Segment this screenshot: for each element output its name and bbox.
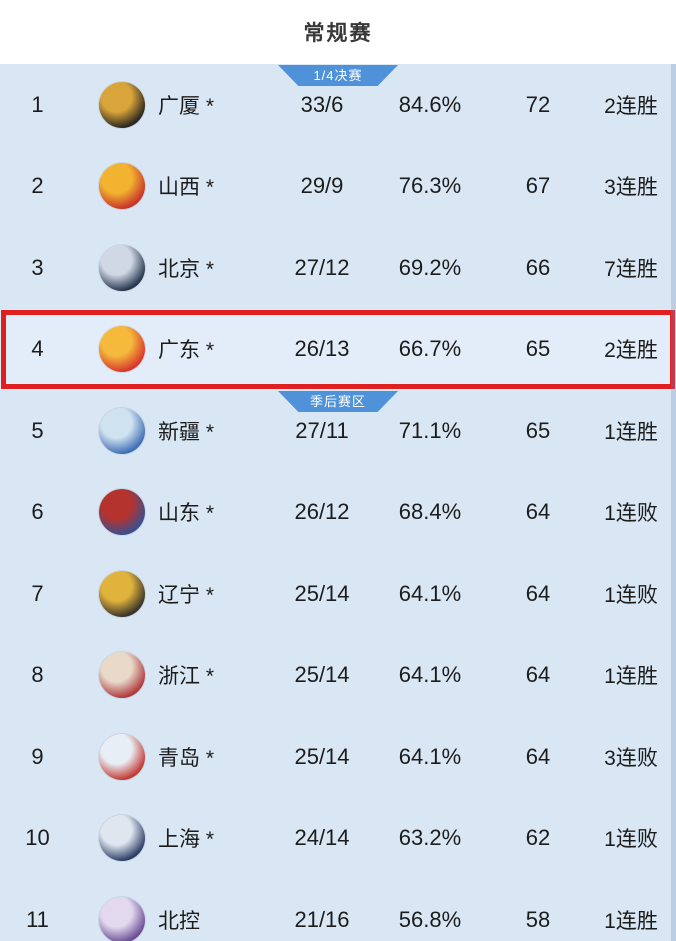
rank-cell: 3	[31, 254, 44, 280]
team-name: 浙江 *	[158, 665, 215, 689]
table-row[interactable]: 3 北京 * 27/12 69.2% 66 7连胜	[0, 227, 676, 309]
table-row[interactable]: 8 浙江 * 25/14 64.1% 64 1连胜	[0, 635, 676, 717]
win-loss-record: 27/11	[295, 417, 349, 443]
team-name: 辽宁 *	[158, 583, 215, 607]
team-name: 山西 *	[158, 176, 215, 200]
team-name: 上海 *	[158, 828, 215, 852]
table-row[interactable]: 9 青岛 * 25/14 64.1% 64 3连败	[0, 716, 676, 798]
streak-badge: 3连败	[604, 746, 658, 770]
guangsha-lions-logo	[99, 81, 145, 128]
table-row[interactable]: 11 北控 21/16 56.8% 58 1连胜	[0, 879, 676, 941]
points: 72	[525, 91, 551, 117]
page-title: 常规赛	[303, 22, 373, 45]
team-name: 青岛 *	[158, 746, 215, 770]
win-loss-record: 21/16	[294, 906, 350, 932]
points: 67	[525, 173, 551, 199]
win-percentage: 64.1%	[398, 743, 462, 769]
win-loss-record: 25/14	[294, 743, 350, 769]
win-percentage: 56.8%	[398, 906, 462, 932]
beijing-ducks-logo	[99, 244, 145, 291]
streak-badge: 2连胜	[604, 94, 658, 118]
win-loss-record: 29/9	[300, 173, 344, 199]
streak-badge: 1连败	[604, 502, 658, 526]
team-name: 新疆 *	[158, 420, 215, 444]
win-loss-record: 27/12	[294, 254, 350, 280]
team-name: 山东 *	[158, 502, 215, 526]
rank-cell: 7	[31, 580, 44, 606]
win-percentage: 71.1%	[398, 417, 462, 443]
win-loss-record: 26/13	[294, 336, 350, 362]
win-percentage: 66.7%	[398, 336, 462, 362]
team-name: 广东 *	[158, 339, 215, 363]
points: 64	[525, 499, 551, 525]
points: 64	[525, 662, 551, 688]
qingdao-eagles-logo	[99, 733, 145, 780]
rank-cell: 5	[31, 417, 44, 443]
win-percentage: 84.6%	[398, 91, 462, 117]
streak-badge: 1连胜	[604, 665, 658, 689]
table-row[interactable]: 10 上海 * 24/14 63.2% 62 1连败	[0, 798, 676, 880]
win-percentage: 68.4%	[398, 499, 462, 525]
win-percentage: 76.3%	[398, 173, 462, 199]
section-badge: 1/4决赛	[278, 65, 398, 86]
shandong-heroes-logo	[99, 489, 145, 536]
section-badge: 季后赛区	[278, 391, 398, 412]
table-row[interactable]: 2 山西 * 29/9 76.3% 67 3连胜	[0, 146, 676, 228]
win-loss-record: 25/14	[294, 580, 350, 606]
win-loss-record: 33/6	[300, 91, 344, 117]
table-row[interactable]: 6 山东 * 26/12 68.4% 64 1连败	[0, 472, 676, 554]
zhejiang-golden-bulls-logo	[99, 652, 145, 699]
rank-cell: 10	[25, 825, 50, 851]
team-name: 北京 *	[158, 257, 215, 281]
win-percentage: 64.1%	[398, 662, 462, 688]
win-percentage: 63.2%	[398, 825, 462, 851]
streak-badge: 7连胜	[604, 257, 658, 281]
rank-cell: 9	[31, 743, 44, 769]
rank-cell: 4	[31, 336, 44, 362]
win-loss-record: 24/14	[294, 825, 350, 851]
win-loss-record: 26/12	[294, 499, 350, 525]
table-row[interactable]: 4 广东 * 26/13 66.7% 65 2连胜	[0, 308, 676, 390]
standings-table: 1 广厦 * 33/6 84.6% 72 2连胜 1/4决赛 2 山西 * 29…	[0, 64, 676, 941]
points: 64	[525, 743, 551, 769]
table-row[interactable]: 1 广厦 * 33/6 84.6% 72 2连胜 1/4决赛	[0, 64, 676, 146]
rank-cell: 2	[31, 173, 44, 199]
beikong-royal-fighters-logo	[99, 896, 145, 941]
team-name: 北控	[158, 909, 200, 933]
points: 66	[525, 254, 551, 280]
rank-cell: 8	[31, 662, 44, 688]
win-loss-record: 25/14	[294, 662, 350, 688]
xinjiang-flying-tigers-logo	[99, 407, 145, 454]
streak-badge: 1连胜	[604, 420, 658, 444]
liaoning-leopards-logo	[99, 570, 145, 617]
streak-badge: 2连胜	[604, 339, 658, 363]
win-percentage: 64.1%	[398, 580, 462, 606]
streak-badge: 1连胜	[604, 909, 658, 933]
shanxi-loongs-logo	[99, 163, 145, 210]
points: 62	[525, 825, 551, 851]
streak-badge: 3连胜	[604, 176, 658, 200]
table-row[interactable]: 5 新疆 * 27/11 71.1% 65 1连胜 季后赛区	[0, 390, 676, 472]
points: 58	[525, 906, 551, 932]
win-percentage: 69.2%	[398, 254, 462, 280]
team-name: 广厦 *	[158, 94, 215, 118]
streak-badge: 1连败	[604, 583, 658, 607]
table-row[interactable]: 7 辽宁 * 25/14 64.1% 64 1连败	[0, 553, 676, 635]
points: 64	[525, 580, 551, 606]
rank-cell: 6	[31, 499, 44, 525]
rank-cell: 11	[26, 906, 49, 932]
points: 65	[525, 417, 551, 443]
streak-badge: 1连败	[604, 828, 658, 852]
guangdong-tigers-logo	[99, 326, 145, 373]
rank-cell: 1	[31, 91, 44, 117]
points: 65	[525, 336, 551, 362]
shanghai-sharks-logo	[99, 815, 145, 862]
page-header: 常规赛	[0, 0, 676, 64]
